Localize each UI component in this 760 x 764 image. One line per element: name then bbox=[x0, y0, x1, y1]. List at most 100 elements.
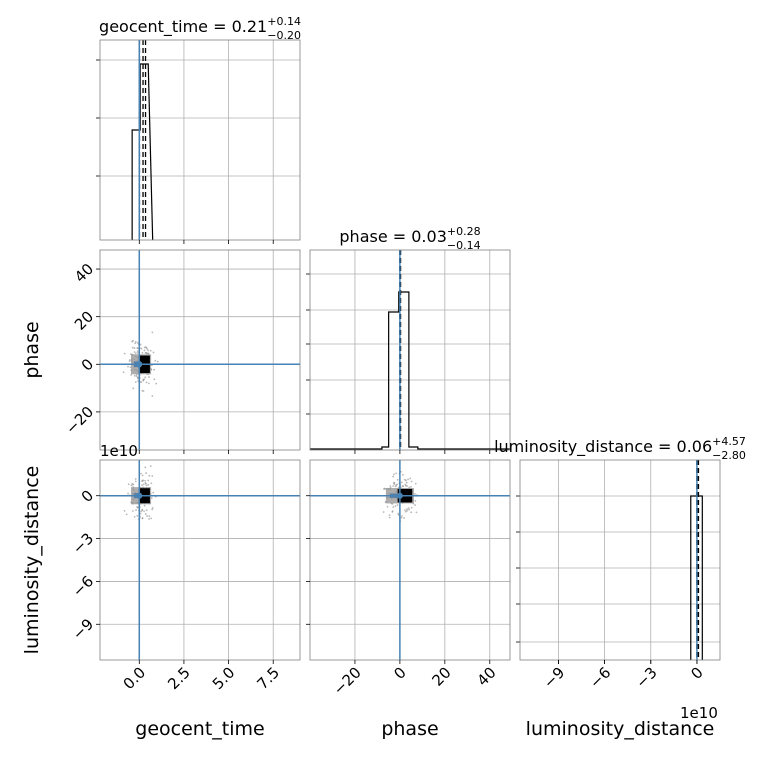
sample-point bbox=[410, 506, 413, 509]
scatter-geocent-phase bbox=[99, 249, 301, 451]
sample-point bbox=[127, 365, 129, 368]
sample-point bbox=[397, 513, 400, 516]
title-lower-error: −0.14 bbox=[447, 239, 481, 252]
sample-point bbox=[144, 479, 147, 482]
sample-point bbox=[136, 347, 139, 349]
sample-point bbox=[139, 512, 142, 515]
sample-point bbox=[147, 483, 150, 486]
xtick-label-luminosity_distance: 0 bbox=[687, 664, 706, 683]
sample-point bbox=[383, 487, 386, 490]
sample-point bbox=[131, 482, 134, 485]
sample-point bbox=[405, 481, 408, 484]
sample-point bbox=[145, 381, 148, 384]
sample-point bbox=[131, 340, 134, 343]
ytick-label-luminosity_distance: −6 bbox=[69, 572, 97, 600]
sample-point bbox=[145, 509, 148, 512]
sample-point bbox=[407, 507, 410, 510]
sample-point bbox=[140, 347, 143, 350]
sample-point bbox=[407, 478, 409, 481]
xtick-label-phase: 20 bbox=[429, 664, 455, 690]
sample-point bbox=[142, 483, 145, 486]
sample-point bbox=[128, 360, 131, 362]
scatter-frame bbox=[99, 459, 301, 661]
sample-point bbox=[394, 505, 397, 507]
sample-point bbox=[134, 480, 137, 483]
sample-point bbox=[148, 474, 151, 477]
sample-point bbox=[388, 516, 391, 519]
sample-point bbox=[127, 492, 129, 495]
sample-point bbox=[395, 472, 397, 475]
sample-point bbox=[400, 481, 403, 484]
sample-point bbox=[141, 516, 144, 519]
sample-point bbox=[148, 376, 150, 378]
sample-point bbox=[134, 478, 137, 480]
sample-point bbox=[136, 351, 139, 354]
xtick-label-luminosity_distance: −3 bbox=[632, 664, 660, 692]
sample-point bbox=[410, 480, 413, 483]
sample-point bbox=[150, 482, 153, 485]
sample-point bbox=[148, 382, 150, 385]
sample-point bbox=[156, 360, 159, 363]
sample-point bbox=[410, 511, 413, 514]
y-offset-label: 1e10 bbox=[100, 442, 138, 460]
title-upper-error: +0.28 bbox=[447, 225, 481, 238]
sample-point bbox=[134, 352, 137, 355]
sample-point bbox=[125, 513, 128, 516]
sample-point bbox=[151, 331, 154, 334]
sample-point bbox=[151, 475, 154, 477]
sample-point bbox=[408, 508, 411, 511]
sample-point bbox=[130, 373, 132, 376]
sample-point bbox=[136, 350, 139, 353]
xtick-label-geocent_time: 2.5 bbox=[164, 664, 194, 694]
ytick-label-phase: 20 bbox=[71, 307, 97, 333]
xtick-label-phase: 40 bbox=[473, 664, 499, 690]
sample-point bbox=[131, 510, 134, 512]
sample-point bbox=[151, 506, 154, 509]
sample-point bbox=[154, 359, 157, 362]
sample-point bbox=[389, 485, 392, 487]
sample-point bbox=[140, 510, 142, 513]
title-lower-error: −0.20 bbox=[267, 29, 301, 42]
sample-point bbox=[150, 497, 153, 499]
xtick-label-geocent_time: 7.5 bbox=[254, 664, 284, 694]
sample-point bbox=[133, 351, 136, 353]
xlabel-phase: phase bbox=[381, 718, 438, 740]
sample-point bbox=[142, 479, 144, 482]
ylabel-phase: phase bbox=[21, 321, 43, 378]
hist-title-geocent_time: geocent_time = 0.21+0.14 bbox=[99, 15, 301, 37]
sample-point bbox=[135, 375, 138, 378]
hist-title-phase: phase = 0.03+0.28 bbox=[339, 225, 480, 246]
sample-point bbox=[152, 351, 155, 354]
sample-point bbox=[392, 475, 395, 478]
sample-point bbox=[129, 366, 132, 369]
sample-point bbox=[401, 473, 404, 476]
ytick-label-phase: −20 bbox=[62, 403, 97, 438]
sample-point bbox=[392, 506, 395, 508]
xtick-label-geocent_time: 0.0 bbox=[120, 664, 150, 694]
scatter-frame bbox=[99, 249, 301, 451]
sample-point bbox=[123, 352, 126, 355]
sample-point bbox=[131, 346, 134, 349]
scatter-geocent-luminosity bbox=[99, 459, 301, 661]
sample-point bbox=[414, 482, 417, 485]
sample-point bbox=[141, 508, 144, 511]
ytick-label-phase: 0 bbox=[78, 355, 97, 374]
sample-point bbox=[391, 511, 394, 513]
hist-step-geocent_time bbox=[131, 63, 154, 241]
sample-point bbox=[153, 378, 156, 381]
sample-point bbox=[134, 342, 137, 345]
xtick-label-geocent_time: 5.0 bbox=[209, 664, 239, 694]
sample-point bbox=[148, 518, 151, 520]
sample-point bbox=[141, 484, 143, 487]
sample-point bbox=[149, 349, 152, 352]
hist-panel-geocent_time: geocent_time = 0.21+0.14−0.20 bbox=[96, 15, 301, 244]
sample-point bbox=[143, 349, 146, 352]
sample-point bbox=[151, 395, 154, 397]
sample-point bbox=[136, 506, 139, 509]
sample-point bbox=[135, 509, 137, 511]
sample-point bbox=[134, 381, 137, 383]
sample-point bbox=[139, 343, 142, 346]
hist-frame bbox=[309, 249, 511, 451]
sample-point bbox=[414, 504, 416, 506]
ylabel-luminosity_distance: luminosity_distance bbox=[21, 466, 43, 655]
